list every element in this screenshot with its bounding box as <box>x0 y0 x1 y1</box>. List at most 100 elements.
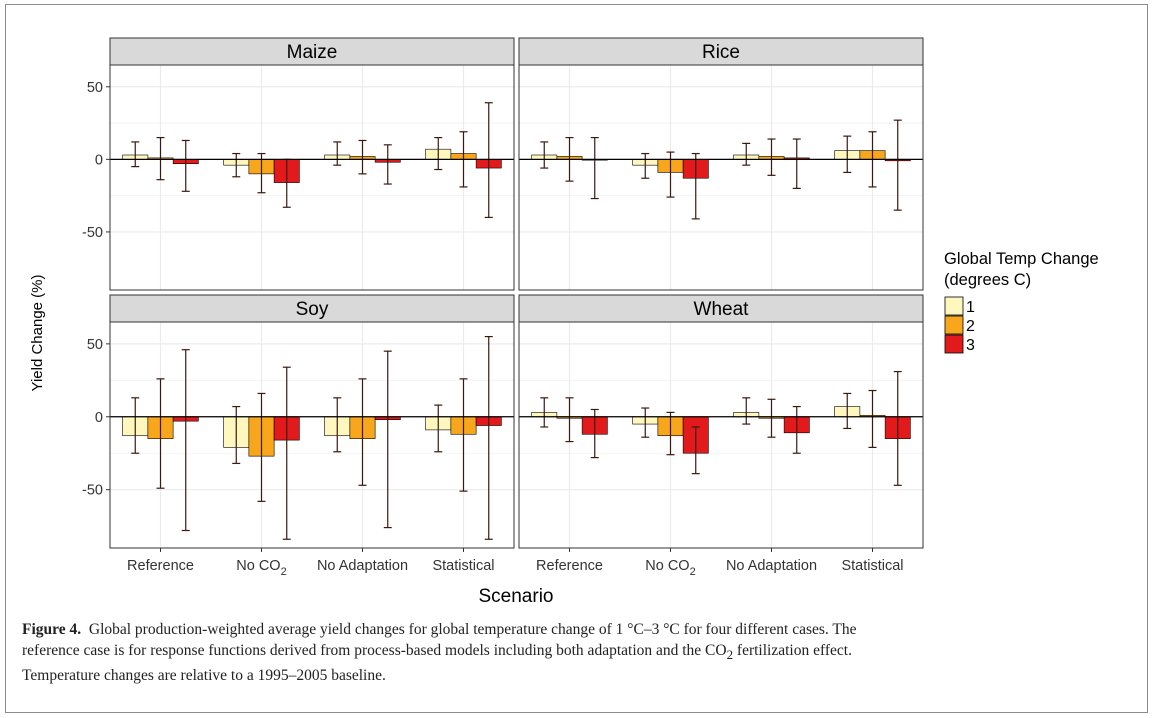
legend-key-1 <box>944 296 964 316</box>
error-bar-rice-no-co2-temp-1 <box>641 152 650 179</box>
error-bar-maize-reference-temp-3 <box>181 139 190 192</box>
error-bar-soy-reference-temp-2 <box>156 378 165 489</box>
error-bar-wheat-no-co2-temp-3 <box>691 426 700 475</box>
y-tick-label-soy-0: 50 <box>87 337 103 353</box>
error-bar-rice-reference-temp-3 <box>590 136 599 200</box>
caption-line-1-text: Global production-weighted average yield… <box>88 621 857 638</box>
error-bar-soy-no-co2-temp-3 <box>282 366 291 540</box>
facet-title-maize: Maize <box>287 42 338 63</box>
panel-border-rice <box>518 64 924 291</box>
y-axis-soy: 50 0 -50 <box>82 337 110 499</box>
error-bar-wheat-no-adaptation-temp-2 <box>767 398 776 438</box>
panel-background-rice <box>519 65 923 290</box>
caption-line-2: reference case is for response functions… <box>22 640 1132 665</box>
legend-label-3: 3 <box>966 337 975 354</box>
error-bar-wheat-no-adaptation-temp-3 <box>792 405 801 454</box>
bars-soy <box>122 335 502 540</box>
error-bar-wheat-reference-temp-1 <box>540 397 549 428</box>
caption-line-2-sub: 2 <box>726 647 734 663</box>
legend-key-3 <box>944 334 964 354</box>
caption-line-1: Figure 4. Global production-weighted ave… <box>22 619 1132 640</box>
error-bar-maize-no-co2-temp-1 <box>232 152 241 178</box>
facet-title-rice: Rice <box>702 42 740 63</box>
legend-label-1: 1 <box>966 299 975 316</box>
facet-rice: Rice <box>518 37 924 291</box>
facet-soy: Soy <box>109 294 515 549</box>
facet-wheat: Wheat <box>518 294 924 549</box>
error-bar-rice-no-adaptation-temp-3 <box>792 138 801 189</box>
legend: Global Temp Change (degrees C) 1 2 3 <box>944 250 1099 354</box>
error-bar-wheat-reference-temp-2 <box>565 397 574 443</box>
error-bar-rice-statistical-temp-3 <box>893 119 902 211</box>
error-bar-soy-no-adaptation-temp-2 <box>358 378 367 486</box>
error-bar-maize-no-adaptation-temp-3 <box>383 144 392 185</box>
error-bar-wheat-reference-temp-3 <box>590 408 599 459</box>
error-bar-soy-no-co2-temp-1 <box>232 405 241 465</box>
error-bar-soy-no-adaptation-temp-1 <box>333 397 342 453</box>
facet-strip-wheat <box>518 294 924 323</box>
panel-border-maize <box>109 64 515 291</box>
caption-line-2-after: fertilization effect. <box>733 642 852 659</box>
error-bar-maize-reference-temp-2 <box>156 136 165 181</box>
x-axis-wheat: Reference No CO2 No Adaptation Statistical <box>536 548 904 578</box>
caption-line-3: Temperature changes are relative to a 19… <box>22 667 386 685</box>
caption-line-2-before: reference case is for response functions… <box>22 642 727 659</box>
panel-background-wheat <box>519 322 923 548</box>
error-bar-wheat-statistical-temp-3 <box>893 370 902 486</box>
error-bar-maize-no-co2-temp-2 <box>257 152 266 194</box>
error-bar-maize-statistical-temp-3 <box>484 102 493 219</box>
error-bar-soy-statistical-temp-2 <box>459 378 468 492</box>
panel-background-soy <box>110 322 514 548</box>
error-bar-soy-statistical-temp-3 <box>484 335 493 540</box>
facet-title-wheat: Wheat <box>694 299 750 320</box>
y-tick-label-maize-0: 50 <box>87 80 103 96</box>
error-bar-wheat-no-co2-temp-2 <box>666 411 675 456</box>
faceted-bar-chart: Maize Rice Soy Wheat 50 0 -50 50 0 -50 Reference… <box>29 37 1099 607</box>
facet-title-soy: Soy <box>296 299 329 320</box>
error-bar-wheat-no-co2-temp-1 <box>641 407 650 438</box>
panel-background-maize <box>110 65 514 290</box>
legend-key-2 <box>944 315 964 335</box>
facet-maize: Maize <box>109 37 515 291</box>
figure-caption: Figure 4. Global production-weighted ave… <box>22 619 1132 686</box>
facet-strip-rice <box>518 37 924 66</box>
bars-wheat <box>531 370 911 486</box>
y-tick-label-soy-1: 0 <box>95 410 103 426</box>
error-bar-wheat-statistical-temp-2 <box>868 389 877 448</box>
x-tick-label-soy-statistical: Statistical <box>432 558 494 574</box>
legend-label-2: 2 <box>966 318 975 335</box>
error-bar-maize-no-adaptation-temp-2 <box>358 139 367 175</box>
facet-strip-soy <box>109 294 515 323</box>
error-bar-wheat-statistical-temp-1 <box>843 392 852 430</box>
figure-frame <box>5 4 1148 713</box>
x-tick-label-soy-no-co2: No CO2 <box>236 558 286 578</box>
error-bar-rice-no-adaptation-temp-1 <box>742 142 751 166</box>
error-bar-soy-no-co2-temp-2 <box>257 392 266 502</box>
error-bar-soy-no-adaptation-temp-3 <box>383 350 392 529</box>
legend-title-line-1: Global Temp Change <box>944 250 1099 268</box>
caption-label: Figure 4. <box>22 621 82 638</box>
error-bar-rice-no-adaptation-temp-2 <box>767 138 776 176</box>
bars-rice <box>531 119 911 220</box>
panel-border-wheat <box>518 321 924 549</box>
error-bar-soy-statistical-temp-1 <box>434 404 443 453</box>
x-axis-soy: Reference No CO2 No Adaptation Statistical <box>127 548 495 578</box>
error-bar-maize-no-adaptation-temp-1 <box>333 141 342 166</box>
error-bar-maize-reference-temp-1 <box>131 141 140 168</box>
error-bar-rice-statistical-temp-1 <box>843 135 852 174</box>
x-tick-label-wheat-no-adaptation: No Adaptation <box>726 558 817 574</box>
error-bar-rice-no-co2-temp-3 <box>691 152 700 220</box>
y-axis-maize: 50 0 -50 <box>82 80 110 241</box>
y-axis-title: Yield Change (%) <box>29 274 46 391</box>
x-tick-label-soy-reference: Reference <box>127 558 194 574</box>
y-tick-label-maize-1: 0 <box>95 152 103 168</box>
error-bar-soy-reference-temp-3 <box>181 349 190 532</box>
x-tick-label-wheat-no-co2: No CO2 <box>645 558 695 578</box>
error-bar-soy-reference-temp-1 <box>131 397 140 454</box>
error-bar-maize-statistical-temp-1 <box>434 136 443 171</box>
error-bar-wheat-no-adaptation-temp-1 <box>742 397 751 425</box>
y-tick-label-soy-2: -50 <box>82 483 103 499</box>
x-axis-title: Scenario <box>479 586 554 607</box>
legend-title-line-2: (degrees C) <box>944 271 1031 289</box>
x-tick-label-soy-no-adaptation: No Adaptation <box>317 558 408 574</box>
